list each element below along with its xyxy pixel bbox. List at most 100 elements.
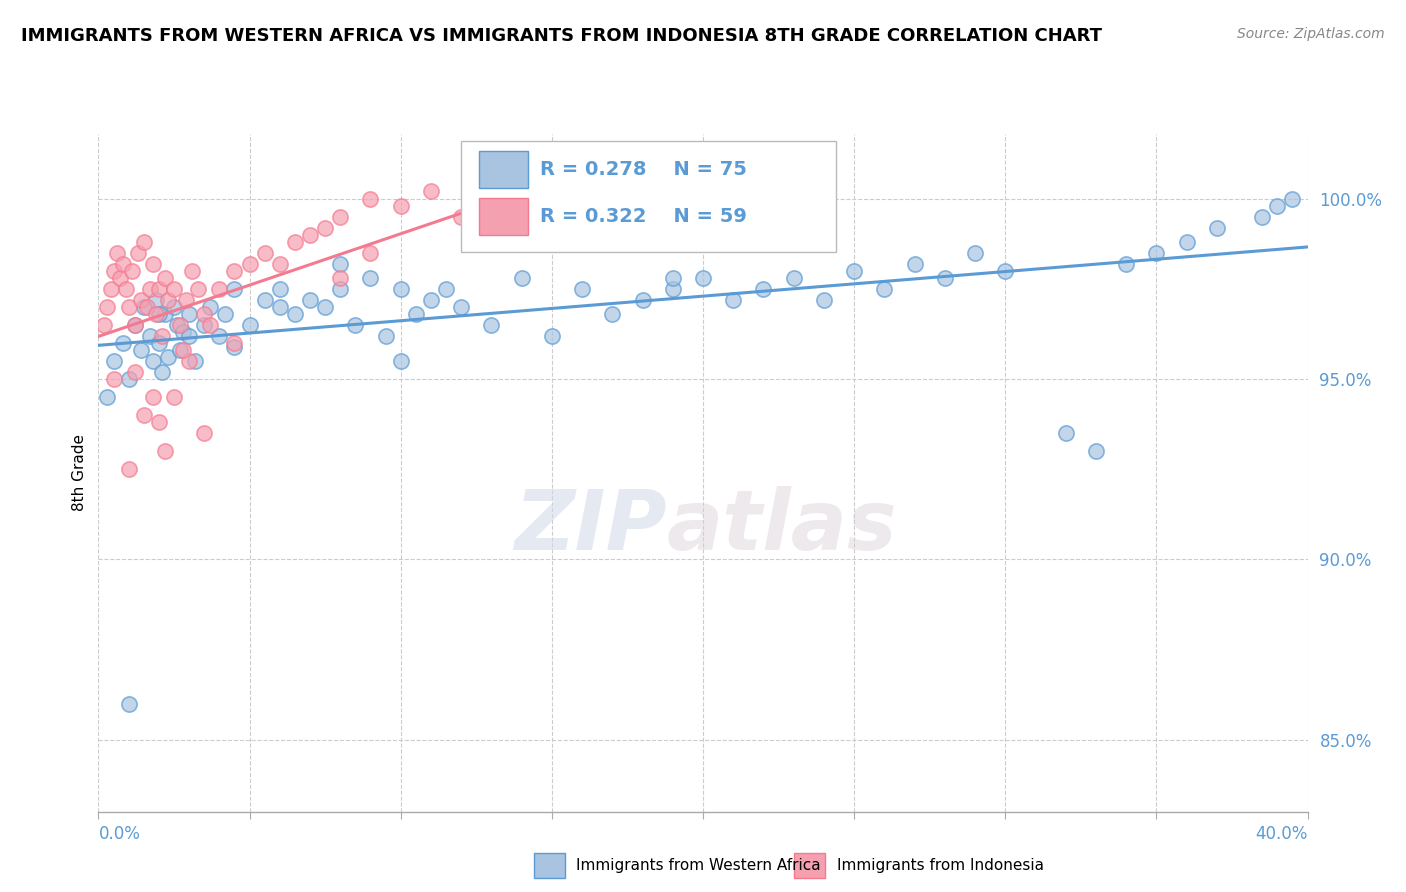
Point [994,264,1017,278]
Point [314,300,336,314]
Point [329,257,352,271]
Point [156,293,179,307]
Point [813,293,835,307]
Point [118,462,141,476]
Point [145,293,167,307]
Point [132,408,155,422]
Point [1144,245,1167,260]
Point [224,282,246,296]
Point [214,307,236,321]
Point [179,307,201,321]
Point [105,245,128,260]
Point [934,271,956,285]
Point [139,328,162,343]
Point [434,282,457,296]
Point [420,185,443,199]
Point [174,293,197,307]
Text: 0.0%: 0.0% [98,825,141,843]
Point [344,318,367,332]
Point [450,210,472,224]
Point [148,307,170,321]
Point [142,257,165,271]
Point [692,271,714,285]
Point [299,227,322,242]
Point [299,293,322,307]
Point [111,335,134,350]
Point [510,192,533,206]
Point [224,340,246,354]
Point [129,293,152,307]
Point [661,282,683,296]
Point [118,372,141,386]
Point [124,318,146,332]
Text: 40.0%: 40.0% [1256,825,1308,843]
Point [163,300,186,314]
Point [114,282,136,296]
Point [108,271,131,285]
Text: Immigrants from Indonesia: Immigrants from Indonesia [837,858,1043,872]
Point [124,318,146,332]
Point [103,264,125,278]
Point [200,300,222,314]
Point [124,365,146,379]
Point [208,282,231,296]
Point [540,328,562,343]
Point [96,390,118,404]
Point [148,335,170,350]
Point [129,343,152,358]
Point [329,210,352,224]
Point [389,199,412,213]
Point [389,354,412,368]
Point [153,307,176,321]
Point [163,390,186,404]
Point [510,271,533,285]
Point [329,282,352,296]
Point [193,307,215,321]
Point [1115,257,1137,271]
Point [904,257,927,271]
Point [631,293,654,307]
Point [374,328,396,343]
Point [1251,210,1274,224]
Point [163,282,186,296]
Point [269,257,291,271]
Point [420,293,443,307]
Point [100,282,122,296]
Point [571,185,593,199]
Point [145,307,167,321]
Point [269,300,291,314]
Point [184,354,207,368]
Point [239,257,262,271]
Point [602,307,624,321]
Point [121,264,143,278]
Point [224,335,246,350]
Point [103,372,125,386]
Bar [479,151,527,188]
Point [269,282,291,296]
Point [481,318,503,332]
Point [193,318,215,332]
Point [127,245,149,260]
Point [752,282,775,296]
Point [132,300,155,314]
Point [450,300,472,314]
Point [253,245,276,260]
Bar [479,198,527,235]
Point [118,300,141,314]
Point [1054,426,1077,441]
Y-axis label: 8th Grade: 8th Grade [72,434,87,511]
Point [118,697,141,711]
FancyBboxPatch shape [461,141,837,252]
Point [166,318,188,332]
Point [1267,199,1289,213]
Point [169,343,191,358]
Point [540,199,562,213]
Text: Immigrants from Western Africa: Immigrants from Western Africa [576,858,821,872]
Point [314,220,336,235]
Text: ZIP: ZIP [515,486,666,567]
Point [360,192,382,206]
Point [153,444,176,458]
Point [179,328,201,343]
Text: IMMIGRANTS FROM WESTERN AFRICA VS IMMIGRANTS FROM INDONESIA 8TH GRADE CORRELATIO: IMMIGRANTS FROM WESTERN AFRICA VS IMMIGR… [21,27,1102,45]
Point [389,282,412,296]
